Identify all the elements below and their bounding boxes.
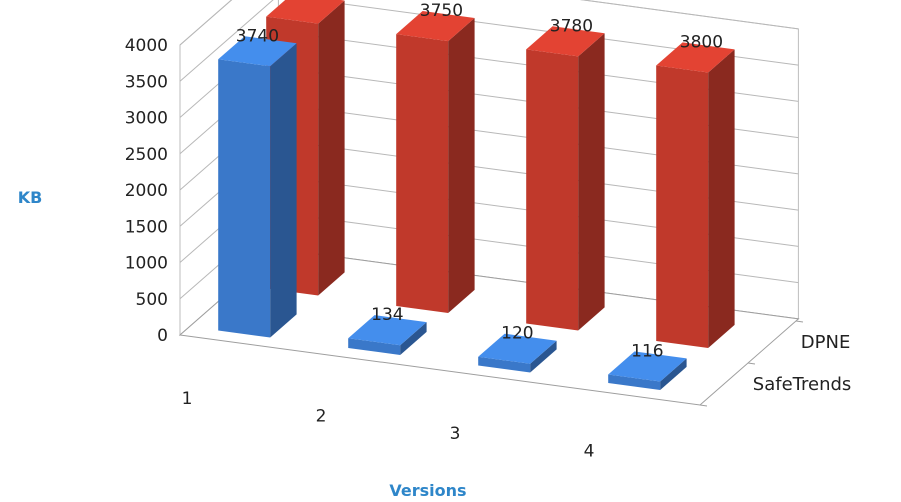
bar-front [656,65,709,348]
bar-top [396,11,475,42]
bar-side [660,358,687,390]
data-label: 3740 [236,26,279,46]
gridline [179,0,799,46]
bar-dpne-3: 3780 [526,16,605,331]
x-tick-label: 4 [584,441,595,461]
y-tick-label: 3500 [125,72,168,92]
data-label: 3800 [680,32,723,52]
bar-top [266,0,345,24]
series-labels: DPNE SafeTrends [753,332,852,395]
data-label: 116 [631,341,663,361]
bar-top [656,42,735,73]
depth-tick [699,404,708,407]
data-label: 3780 [550,16,593,36]
bar-safetrends-1: 3740 [218,26,297,338]
data-label: 3750 [290,0,333,4]
bar-side [400,322,427,355]
depth-tick [795,320,804,323]
y-axis-ticks: 0 500 1000 1500 2000 2500 3000 3500 4000 [125,36,168,346]
y-tick-label: 2000 [125,181,168,201]
y-tick-label: 0 [157,326,168,346]
data-label: 134 [371,305,403,325]
bar-front [396,34,449,313]
bar-safetrends-2: 134 [348,305,427,355]
bar-top [348,315,427,346]
bar-front [348,338,401,355]
bar-front [526,49,579,331]
y-tick-label: 2500 [125,145,168,165]
series-label-safetrends: SafeTrends [753,374,852,395]
bar-top [478,333,557,364]
bar-safetrends-4: 116 [608,341,687,390]
x-axis-title: Versions [389,481,466,500]
bar-safetrends-3: 120 [478,324,557,373]
y-tick-label: 4000 [125,36,168,56]
bar-front [218,59,271,338]
y-tick-label: 1500 [125,217,168,237]
gridline [179,0,799,82]
bar-side [578,33,605,331]
bar-top [526,26,605,57]
series-label-dpne: DPNE [801,332,851,353]
y-tick-label: 500 [136,290,168,310]
bar-front [478,356,531,373]
bar-top [608,351,687,382]
data-label: 3750 [420,1,463,21]
y-tick-label: 3000 [125,109,168,129]
y-axis-title: KB [18,188,43,207]
bar-side [708,49,735,349]
bars: 3750 3750 3780 3800 3740 134 120 116 [218,0,735,390]
bar-side [318,0,345,296]
depth-tick [747,362,756,365]
bar-dpne-4: 3800 [656,32,735,349]
bar-side [448,18,475,313]
x-axis-ticks: 1 2 3 4 [182,389,595,462]
bar-front [608,374,661,390]
bar-dpne-2: 3750 [396,1,475,313]
bar-side [530,340,557,373]
bar-top [218,36,297,67]
x-tick-label: 3 [450,424,461,444]
x-tick-label: 1 [182,389,193,409]
y-tick-label: 1000 [125,254,168,274]
bar-side [270,43,297,338]
data-label: 120 [501,324,533,344]
x-tick-label: 2 [316,406,327,426]
